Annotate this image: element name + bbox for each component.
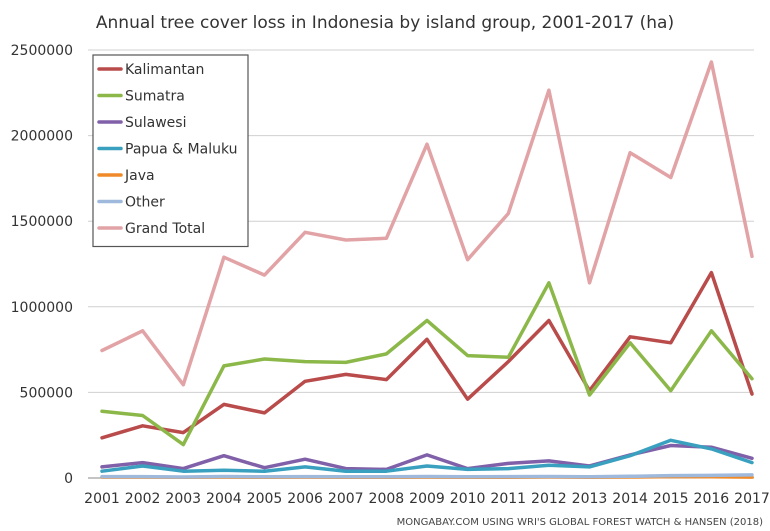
x-tick-label: 2008 xyxy=(369,491,405,507)
x-tick-label: 2006 xyxy=(287,491,323,507)
x-tick-label: 2010 xyxy=(450,491,486,507)
x-tick-label: 2012 xyxy=(531,491,567,507)
x-tick-label: 2002 xyxy=(125,491,161,507)
x-tick-label: 2004 xyxy=(206,491,242,507)
x-tick-label: 2011 xyxy=(490,491,526,507)
y-tick-label: 500000 xyxy=(20,385,73,401)
series-line-other xyxy=(100,473,754,479)
x-tick-label: 2017 xyxy=(734,491,770,507)
x-tick-label: 2001 xyxy=(84,491,120,507)
x-tick-label: 2014 xyxy=(612,491,648,507)
legend-box xyxy=(92,54,249,248)
legend-label-sumatra: Sumatra xyxy=(125,89,185,105)
y-tick-label: 2000000 xyxy=(11,129,73,145)
y-tick-label: 1500000 xyxy=(11,214,73,230)
legend-label-grand-total: Grand Total xyxy=(125,221,205,237)
legend-label-other: Other xyxy=(125,195,165,211)
x-tick-label: 2013 xyxy=(572,491,608,507)
x-tick-label: 2005 xyxy=(247,491,283,507)
y-axis: 0 500000 1000000 1500000 2000000 2500000 xyxy=(11,43,73,487)
y-tick-label: 1000000 xyxy=(11,300,73,316)
x-tick-label: 2007 xyxy=(328,491,364,507)
plot-area xyxy=(100,60,754,480)
legend-label-sulawesi: Sulawesi xyxy=(125,115,186,131)
x-tick-label: 2003 xyxy=(165,491,201,507)
legend-label-papua-maluku: Papua & Maluku xyxy=(125,142,238,158)
y-tick-label: 2500000 xyxy=(11,43,73,59)
source-credit: MONGABAY.COM USING WRI'S GLOBAL FOREST W… xyxy=(397,517,763,528)
series-line-papua-maluku xyxy=(100,438,754,473)
chart-title: Annual tree cover loss in Indonesia by i… xyxy=(96,13,674,33)
x-tick-label: 2009 xyxy=(409,491,445,507)
x-axis: 2001 2002 2003 2004 2005 2006 2007 2008 2009 2010… xyxy=(84,491,770,507)
legend-label-kalimantan: Kalimantan xyxy=(125,62,204,78)
legend: Kalimantan Sumatra Sulawesi Papua & Maluku J… xyxy=(92,54,249,248)
series-line-kalimantan xyxy=(100,270,754,440)
x-tick-label: 2016 xyxy=(694,491,730,507)
x-tick-label: 2015 xyxy=(653,491,689,507)
legend-label-java: Java xyxy=(124,168,155,184)
y-tick-label: 0 xyxy=(64,471,73,487)
series-line-sumatra xyxy=(100,281,754,447)
series-line-grand-total xyxy=(100,60,754,387)
